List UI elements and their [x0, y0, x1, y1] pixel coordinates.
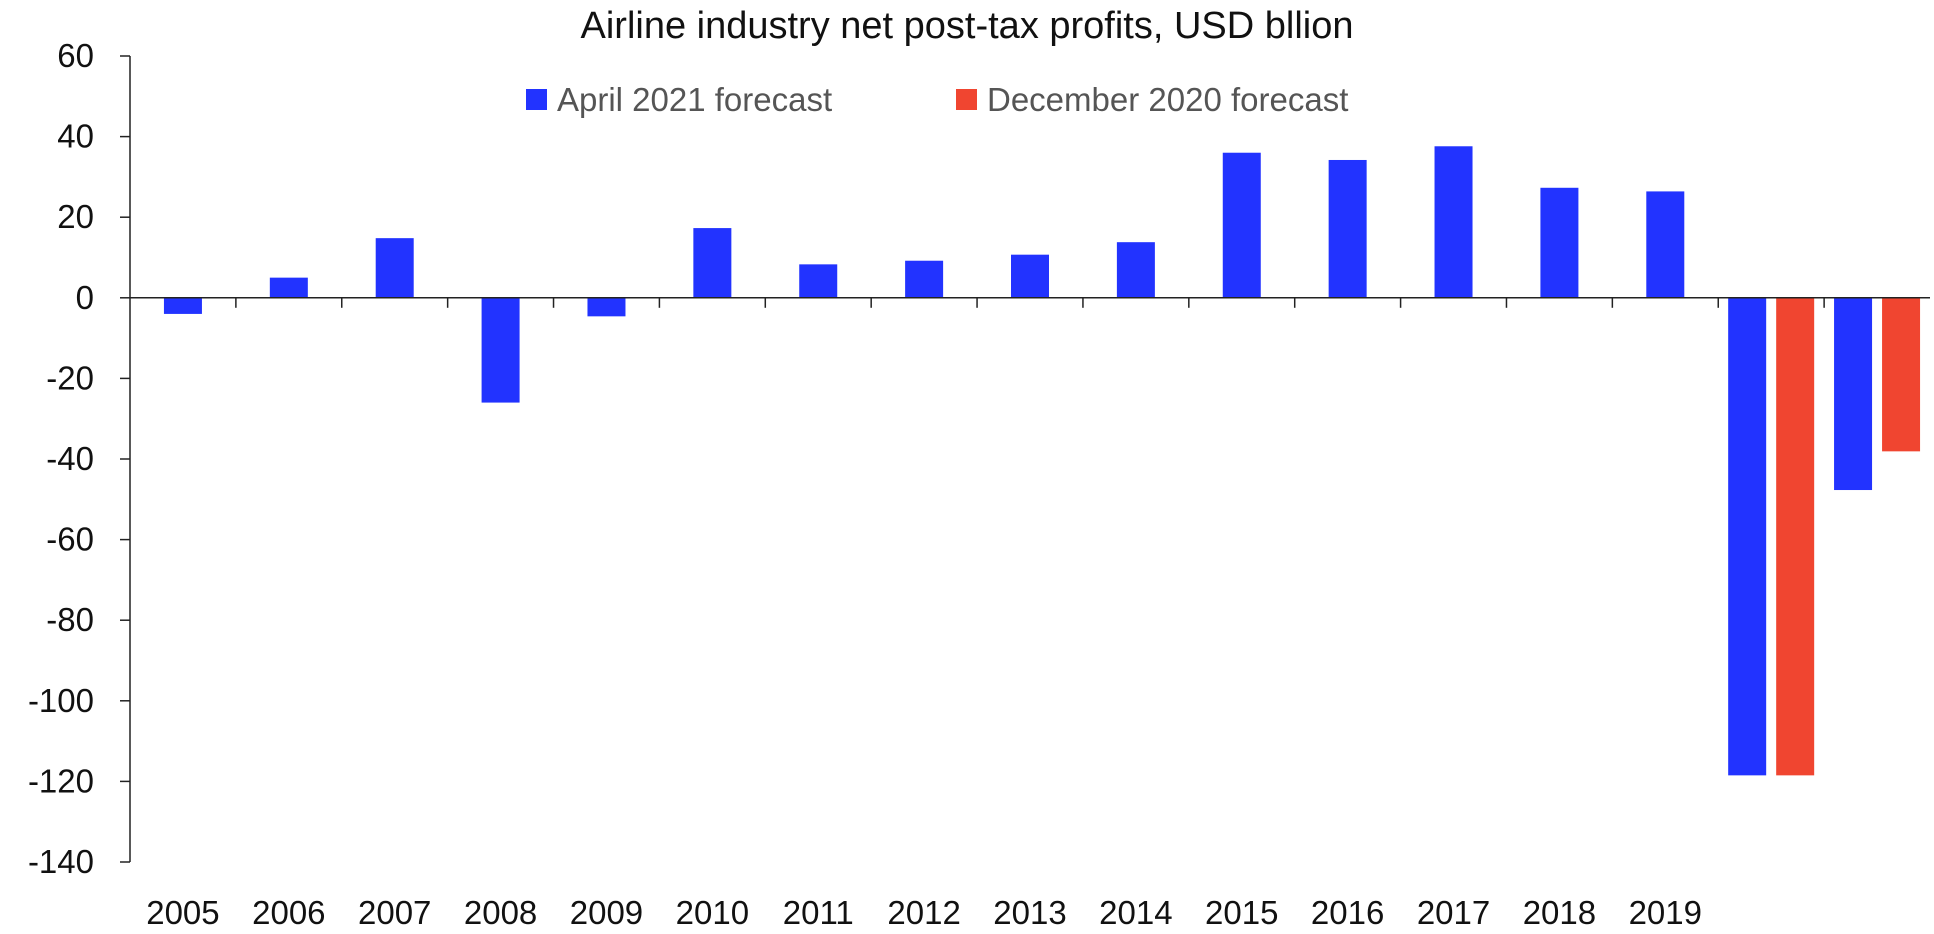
- bar-april-2021: [1328, 159, 1367, 298]
- x-tick-label: 2006: [252, 894, 325, 929]
- y-tick-label: 40: [57, 118, 94, 155]
- legend-label: April 2021 forecast: [557, 81, 832, 118]
- x-tick-label: 2010: [676, 894, 749, 929]
- legend-april-2021: April 2021 forecast: [526, 81, 832, 118]
- bar-april-2021: [163, 297, 202, 314]
- bar-december-2020: [1882, 297, 1921, 452]
- x-tick-label: 2013: [993, 894, 1066, 929]
- bar-december-2020: [1776, 297, 1815, 776]
- bar-april-2021: [587, 297, 626, 317]
- y-tick-label: -100: [28, 682, 94, 719]
- legend-swatch: [956, 89, 977, 110]
- x-tick-label: 2018: [1523, 894, 1596, 929]
- y-tick-label: 20: [57, 198, 94, 235]
- y-tick-label: -20: [46, 359, 94, 396]
- bar-april-2021: [1834, 297, 1873, 491]
- x-tick-label: 2017: [1417, 894, 1490, 929]
- bar-april-2021: [1116, 242, 1155, 298]
- y-tick-label: -120: [28, 762, 94, 799]
- y-tick-label: -40: [46, 440, 94, 477]
- bar-april-2021: [1434, 146, 1473, 298]
- bar-april-2021: [1540, 187, 1579, 298]
- y-tick-label: -140: [28, 843, 94, 880]
- x-tick-label: 2009: [570, 894, 643, 929]
- legend-label: December 2020 forecast: [987, 81, 1348, 118]
- x-tick-label: 2019: [1629, 894, 1702, 929]
- x-tick-label: 2015: [1205, 894, 1278, 929]
- x-tick-label: 2016: [1311, 894, 1384, 929]
- legend: April 2021 forecast December 2020 forecas…: [526, 81, 1348, 118]
- bars: [163, 146, 1921, 776]
- bar-april-2021: [1011, 254, 1049, 298]
- chart-title: Airline industry net post-tax profits, U…: [581, 5, 1354, 47]
- y-tick-label: 0: [76, 279, 94, 316]
- bar-april-2021: [905, 260, 944, 298]
- legend-swatch: [526, 89, 547, 110]
- bar-april-2021: [1222, 152, 1261, 298]
- y-tick-label: 60: [57, 37, 94, 74]
- y-axis: 60 40 20 0 -20 -40 -60 -80 -100 -120 -140: [28, 37, 131, 880]
- bar-april-2021: [799, 264, 838, 298]
- y-tick-label: -80: [46, 601, 94, 638]
- x-tick-label: 2012: [887, 894, 960, 929]
- bar-april-2021: [1728, 297, 1767, 776]
- bar-april-2021: [375, 238, 414, 298]
- x-tick-label: 2014: [1099, 894, 1172, 929]
- x-axis: 2005 2006 2007 2008 2009 2010 2011 2012 2013 2014…: [130, 297, 1930, 931]
- bar-april-2021: [1646, 191, 1685, 298]
- x-tick-label: 2005: [146, 894, 219, 929]
- bar-april-2021: [693, 228, 732, 298]
- bar-april-2021: [269, 277, 308, 298]
- x-tick-label: 2007: [358, 894, 431, 929]
- x-tick-label: 2008: [464, 894, 537, 929]
- legend-december-2020: December 2020 forecast: [956, 81, 1348, 118]
- bar-april-2021: [481, 297, 520, 403]
- x-tick-label: 2011: [783, 894, 854, 929]
- y-tick-label: -60: [46, 521, 94, 558]
